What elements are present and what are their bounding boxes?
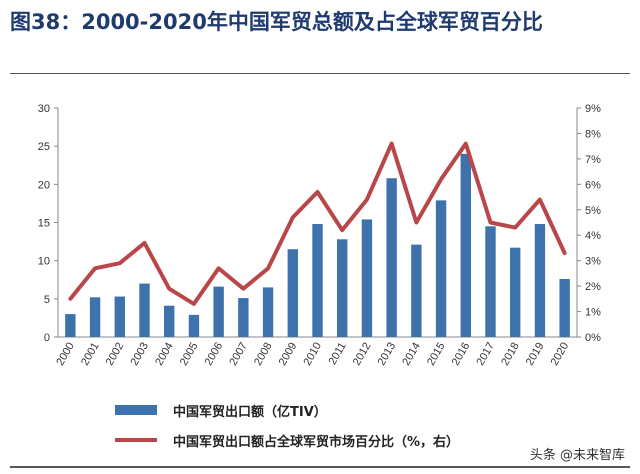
- x-tick-label: 2000: [54, 341, 77, 368]
- share-point-2006: [217, 266, 221, 270]
- right-tick-label: 4%: [585, 230, 601, 242]
- x-tick-label: 2001: [79, 341, 102, 368]
- bar-2010: [312, 224, 323, 337]
- legend-bar-label: 中国军贸出口额（亿TIV）: [173, 404, 327, 420]
- right-tick-label: 9%: [585, 103, 601, 115]
- bottom-divider: [10, 466, 630, 468]
- right-tick-label: 1%: [585, 307, 601, 319]
- right-tick-label: 5%: [585, 205, 601, 217]
- right-tick-label: 6%: [585, 179, 601, 191]
- bar-2009: [287, 249, 298, 337]
- share-point-2010: [316, 190, 319, 194]
- bar-2000: [65, 314, 76, 337]
- x-tick-label: 2018: [499, 341, 522, 368]
- x-tick-label: 2010: [301, 341, 324, 368]
- right-tick-label: 0%: [585, 332, 601, 344]
- legend-line-label: 中国军贸出口额占全球军贸市场百分比（%，右）: [173, 434, 460, 450]
- x-tick-label: 2003: [128, 341, 151, 368]
- figure-title: 图38：2000-2020年中国军贸总额及占全球军贸百分比: [10, 10, 543, 34]
- top-divider: [10, 73, 630, 74]
- bar-2006: [213, 286, 224, 337]
- share-point-2020: [563, 251, 567, 255]
- bar-2017: [485, 226, 496, 337]
- bar-2018: [510, 247, 521, 337]
- x-tick-label: 2012: [351, 341, 374, 368]
- x-tick-label: 2009: [277, 341, 300, 368]
- left-tick-label: 30: [38, 103, 50, 115]
- bar-2005: [188, 314, 200, 337]
- share-point-2011: [340, 228, 344, 232]
- bar-2020: [559, 278, 570, 337]
- left-tick-label: 20: [38, 179, 50, 191]
- share-point-2005: [192, 302, 196, 306]
- share-point-2000: [68, 297, 72, 301]
- share-point-2007: [241, 287, 245, 291]
- share-point-2019: [538, 198, 542, 202]
- share-point-2001: [93, 266, 97, 270]
- share-point-2004: [167, 287, 171, 291]
- share-point-2013: [390, 142, 394, 146]
- x-tick-label: 2005: [178, 341, 201, 368]
- x-tick-label: 2015: [425, 341, 448, 368]
- chart-legend: 中国军贸出口额（亿TIV） 中国军贸出口额占全球军贸市场百分比（%，右）: [115, 395, 459, 455]
- bar-2004: [164, 305, 175, 337]
- bar-2007: [238, 298, 249, 337]
- x-tick-label: 2016: [450, 341, 473, 368]
- right-tick-label: 3%: [585, 256, 601, 268]
- left-tick-label: 25: [38, 141, 50, 153]
- share-point-2018: [513, 226, 517, 230]
- x-tick-label: 2008: [252, 341, 275, 368]
- bar-2016: [460, 153, 471, 337]
- legend-item-line: 中国军贸出口额占全球军贸市场百分比（%，右）: [115, 425, 459, 455]
- share-point-2003: [143, 241, 146, 245]
- x-tick-label: 2007: [227, 341, 250, 368]
- bar-2002: [114, 296, 125, 337]
- left-tick-label: 15: [38, 218, 50, 230]
- share-point-2015: [439, 177, 443, 181]
- bar-2011: [337, 239, 348, 337]
- share-point-2012: [365, 198, 369, 202]
- legend-line-swatch: [115, 438, 157, 442]
- share-point-2014: [414, 221, 418, 224]
- share-point-2017: [489, 221, 492, 224]
- left-tick-label: 5: [44, 294, 50, 306]
- left-tick-label: 10: [38, 256, 50, 268]
- bar-2014: [411, 244, 422, 337]
- share-point-2016: [464, 142, 468, 146]
- share-point-2009: [291, 215, 295, 219]
- right-tick-label: 8%: [585, 128, 601, 140]
- x-tick-label: 2014: [400, 341, 423, 368]
- x-tick-label: 2020: [549, 341, 572, 368]
- share-point-2002: [118, 261, 122, 265]
- x-tick-label: 2013: [376, 341, 399, 368]
- x-tick-label: 2011: [327, 341, 349, 367]
- legend-item-bar: 中国军贸出口额（亿TIV）: [115, 395, 459, 425]
- right-tick-label: 7%: [585, 154, 601, 166]
- watermark: 头条 @未来智库: [526, 443, 628, 464]
- right-tick-label: 2%: [585, 281, 601, 293]
- legend-bar-swatch: [115, 405, 157, 415]
- x-tick-label: 2002: [104, 341, 127, 368]
- bar-2019: [534, 224, 546, 337]
- bar-2013: [386, 178, 397, 337]
- left-tick-label: 0: [44, 332, 50, 344]
- bar-2003: [139, 283, 150, 337]
- bar-2012: [361, 219, 373, 337]
- share-point-2008: [266, 266, 270, 270]
- x-tick-label: 2006: [203, 341, 226, 368]
- bar-2008: [262, 287, 274, 337]
- bar-2015: [435, 200, 447, 337]
- x-tick-label: 2004: [153, 341, 176, 368]
- bar-2001: [89, 297, 101, 337]
- x-tick-label: 2019: [524, 341, 547, 368]
- x-tick-label: 2017: [474, 341, 497, 368]
